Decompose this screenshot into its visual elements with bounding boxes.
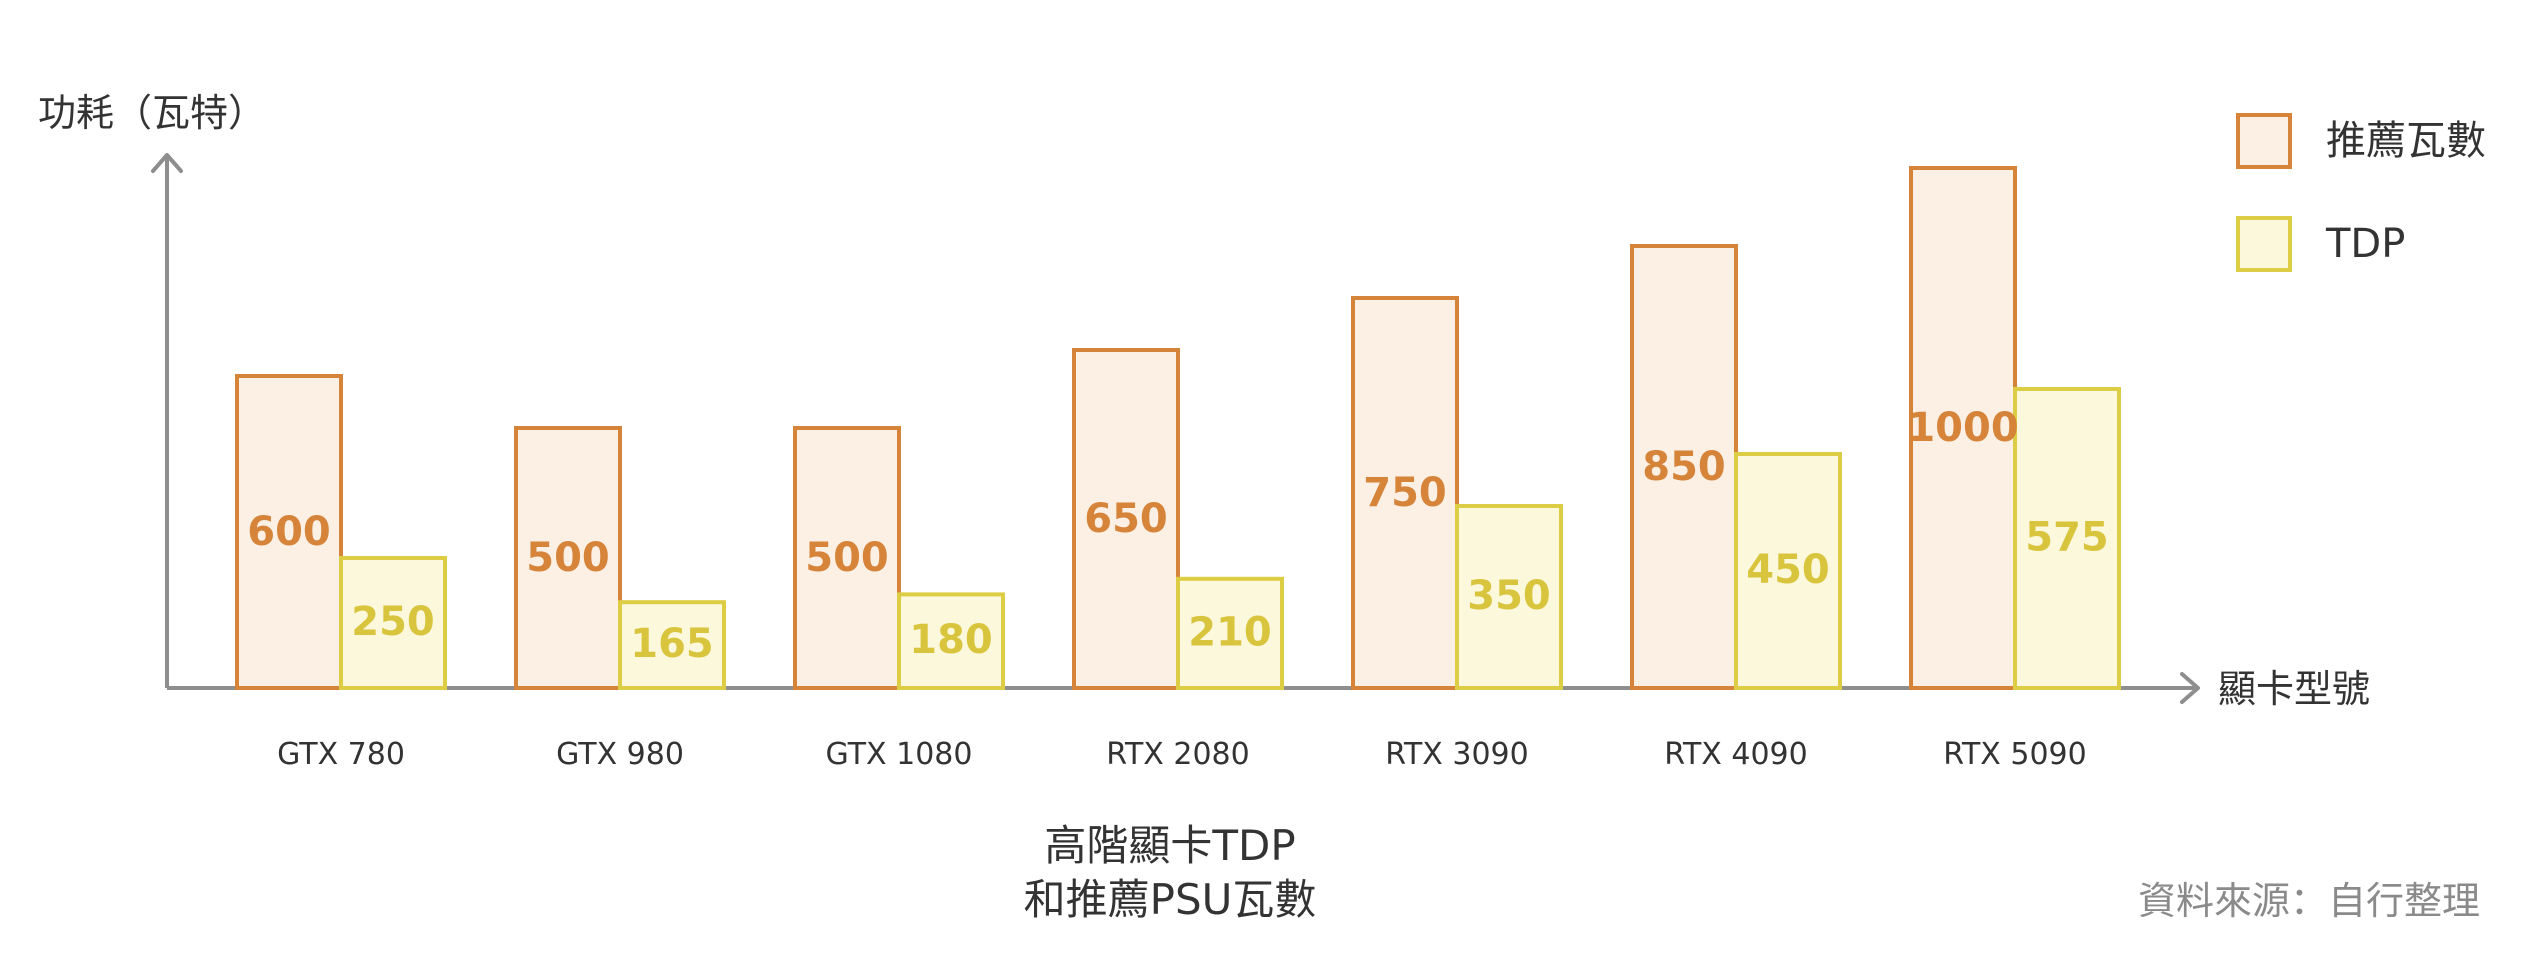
bar-recommended	[1072, 348, 1180, 690]
value-label-recommended: 1000	[1907, 405, 2018, 451]
legend-swatch-recommended	[2236, 113, 2292, 169]
bar-tdp	[2013, 387, 2121, 690]
value-label-tdp: 250	[351, 599, 435, 645]
legend-label-recommended: 推薦瓦數	[2326, 118, 2486, 164]
legend-label-tdp: TDP	[2325, 221, 2405, 267]
value-label-tdp: 165	[630, 621, 714, 667]
bars-layer	[235, 166, 2121, 691]
bar-recommended	[1630, 244, 1738, 690]
bar-tdp	[1734, 452, 1842, 690]
bar-tdp	[1176, 576, 1284, 690]
value-label-tdp: 210	[1188, 609, 1272, 655]
y-axis-title: 功耗（瓦特）	[38, 91, 266, 135]
x-tick-label: GTX 780	[277, 737, 405, 772]
chart-title-line-1: 高階顯卡TDP	[1044, 821, 1295, 870]
chart-title-line-2: 和推薦PSU瓦數	[1024, 875, 1317, 924]
bar-tdp	[339, 556, 447, 690]
bar-recommended	[793, 426, 901, 690]
value-label-recommended: 750	[1363, 470, 1447, 516]
x-tick-label: RTX 3090	[1385, 737, 1528, 772]
value-label-tdp: 575	[2025, 515, 2109, 561]
value-label-tdp: 350	[1467, 573, 1551, 619]
x-tick-label: GTX 1080	[826, 737, 973, 772]
bar-recommended	[1351, 296, 1459, 690]
value-label-recommended: 650	[1084, 496, 1168, 542]
value-label-tdp: 450	[1746, 547, 1830, 593]
labels-layer: 600 250 GTX 780 500 165 GTX 980 500 180 GTX 1080…	[247, 405, 2109, 772]
bar-recommended	[1909, 166, 2017, 690]
x-tick-label: RTX 2080	[1106, 737, 1249, 772]
value-label-recommended: 500	[805, 535, 889, 581]
x-tick-label: RTX 4090	[1664, 737, 1807, 772]
source-note: 資料來源：自行整理	[2138, 879, 2480, 923]
bar-recommended	[514, 426, 622, 690]
x-axis-arrow	[2180, 672, 2200, 704]
value-label-recommended: 850	[1642, 444, 1726, 490]
x-axis-title: 顯卡型號	[2218, 667, 2370, 711]
bar-tdp	[1455, 504, 1563, 690]
legend-swatch-tdp	[2236, 216, 2292, 272]
value-label-tdp: 180	[909, 617, 993, 663]
x-tick-label: GTX 980	[556, 737, 684, 772]
value-label-recommended: 600	[247, 509, 331, 555]
value-label-recommended: 500	[526, 535, 610, 581]
y-axis-arrow	[151, 153, 183, 173]
x-tick-label: RTX 5090	[1943, 737, 2086, 772]
bar-tdp	[618, 600, 726, 691]
legend: 推薦瓦數 TDP	[2236, 113, 2486, 272]
bar-recommended	[235, 374, 343, 690]
bar-tdp	[897, 592, 1005, 691]
